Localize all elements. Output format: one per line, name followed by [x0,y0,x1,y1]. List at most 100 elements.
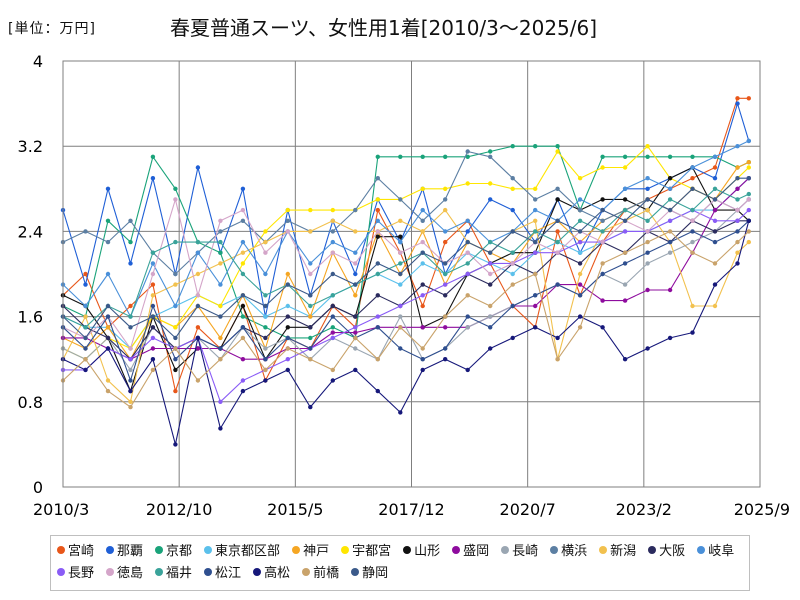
data-point [600,271,605,277]
legend-item: 宮崎 [57,540,94,559]
data-point [443,197,448,202]
data-point [645,197,650,202]
data-point [577,271,583,277]
legend-label: 松江 [215,566,242,581]
legend-item: 那覇 [106,540,143,559]
series [60,218,751,447]
data-point [690,250,695,255]
data-point [398,346,403,351]
legend-label: 高松 [264,566,291,581]
data-point [263,293,268,298]
data-point [263,271,268,277]
data-point [128,399,133,404]
data-point [240,325,246,330]
data-point [150,357,156,362]
data-point [375,325,380,330]
data-point [308,229,313,234]
data-point [622,250,628,255]
data-point [622,197,628,202]
data-point [173,186,178,191]
data-point [330,378,335,383]
data-point [577,314,583,319]
data-point [690,165,695,170]
data-point [263,229,268,234]
data-point [622,154,628,159]
data-point [420,293,425,298]
data-point [218,399,223,404]
data-point [420,229,425,234]
data-point [285,325,290,330]
data-point [330,293,335,298]
data-point [712,303,718,309]
data-point [375,197,380,202]
data-point [195,335,201,341]
data-point [735,218,740,223]
data-point [465,314,470,319]
data-point [746,197,751,202]
data-point [218,303,223,309]
data-point [263,378,268,383]
legend-item: 前橋 [302,562,339,581]
data-point [375,388,380,394]
data-point [195,165,201,170]
data-point [465,218,470,223]
data-point [443,293,448,298]
data-point [465,229,470,234]
data-point [285,314,290,319]
data-point [533,239,538,245]
legend-item: 東京都区部 [204,540,280,559]
data-point [263,250,268,255]
data-point [105,314,111,319]
data-point [645,218,650,223]
legend: 宮崎 那覇 京都 東京都区部 神戸 宇都宮 山形 盛岡 長崎 横浜 新潟 大阪 岐阜 長野 徳島 福井 松江 高松… [50,535,750,591]
data-point [465,261,470,266]
series [60,186,751,330]
data-point [600,197,605,202]
data-point [330,218,335,223]
data-point [263,357,268,362]
data-point [488,261,493,266]
data-point [398,218,403,223]
data-point [555,186,560,191]
data-point [488,325,493,330]
data-point [555,149,560,154]
data-point [218,426,223,431]
data-point [150,271,156,277]
data-point [218,218,223,223]
data-point [667,239,673,245]
y-tick-label: 4 [33,52,43,71]
data-point [645,250,650,255]
data-point [746,176,751,181]
data-point [173,442,178,447]
data-point [488,239,493,245]
legend-label: 山形 [414,544,441,559]
data-point [105,218,111,223]
data-point [195,346,201,351]
data-point [150,303,156,309]
data-point [105,239,111,245]
data-point [83,282,88,287]
data-point [173,357,178,362]
data-point [465,149,470,154]
data-point [173,346,178,351]
data-point [488,197,493,202]
data-point [690,229,695,234]
data-point [218,229,223,234]
data-point [375,357,380,362]
data-point [555,250,560,255]
data-point [353,367,358,373]
data-point [218,282,223,287]
y-tick-label: 0 [33,478,43,497]
data-point [420,250,425,255]
data-point [645,186,650,191]
data-point [308,314,313,319]
data-point [285,357,290,362]
chart-title: 春夏普通スーツ、女性用1着[2010/3～2025/6] [170,16,598,40]
series-line [62,103,750,318]
data-point [510,144,515,149]
data-point [465,250,470,255]
data-point [465,293,470,298]
data-point [443,325,448,330]
data-point [330,330,335,335]
legend-marker [57,567,65,576]
